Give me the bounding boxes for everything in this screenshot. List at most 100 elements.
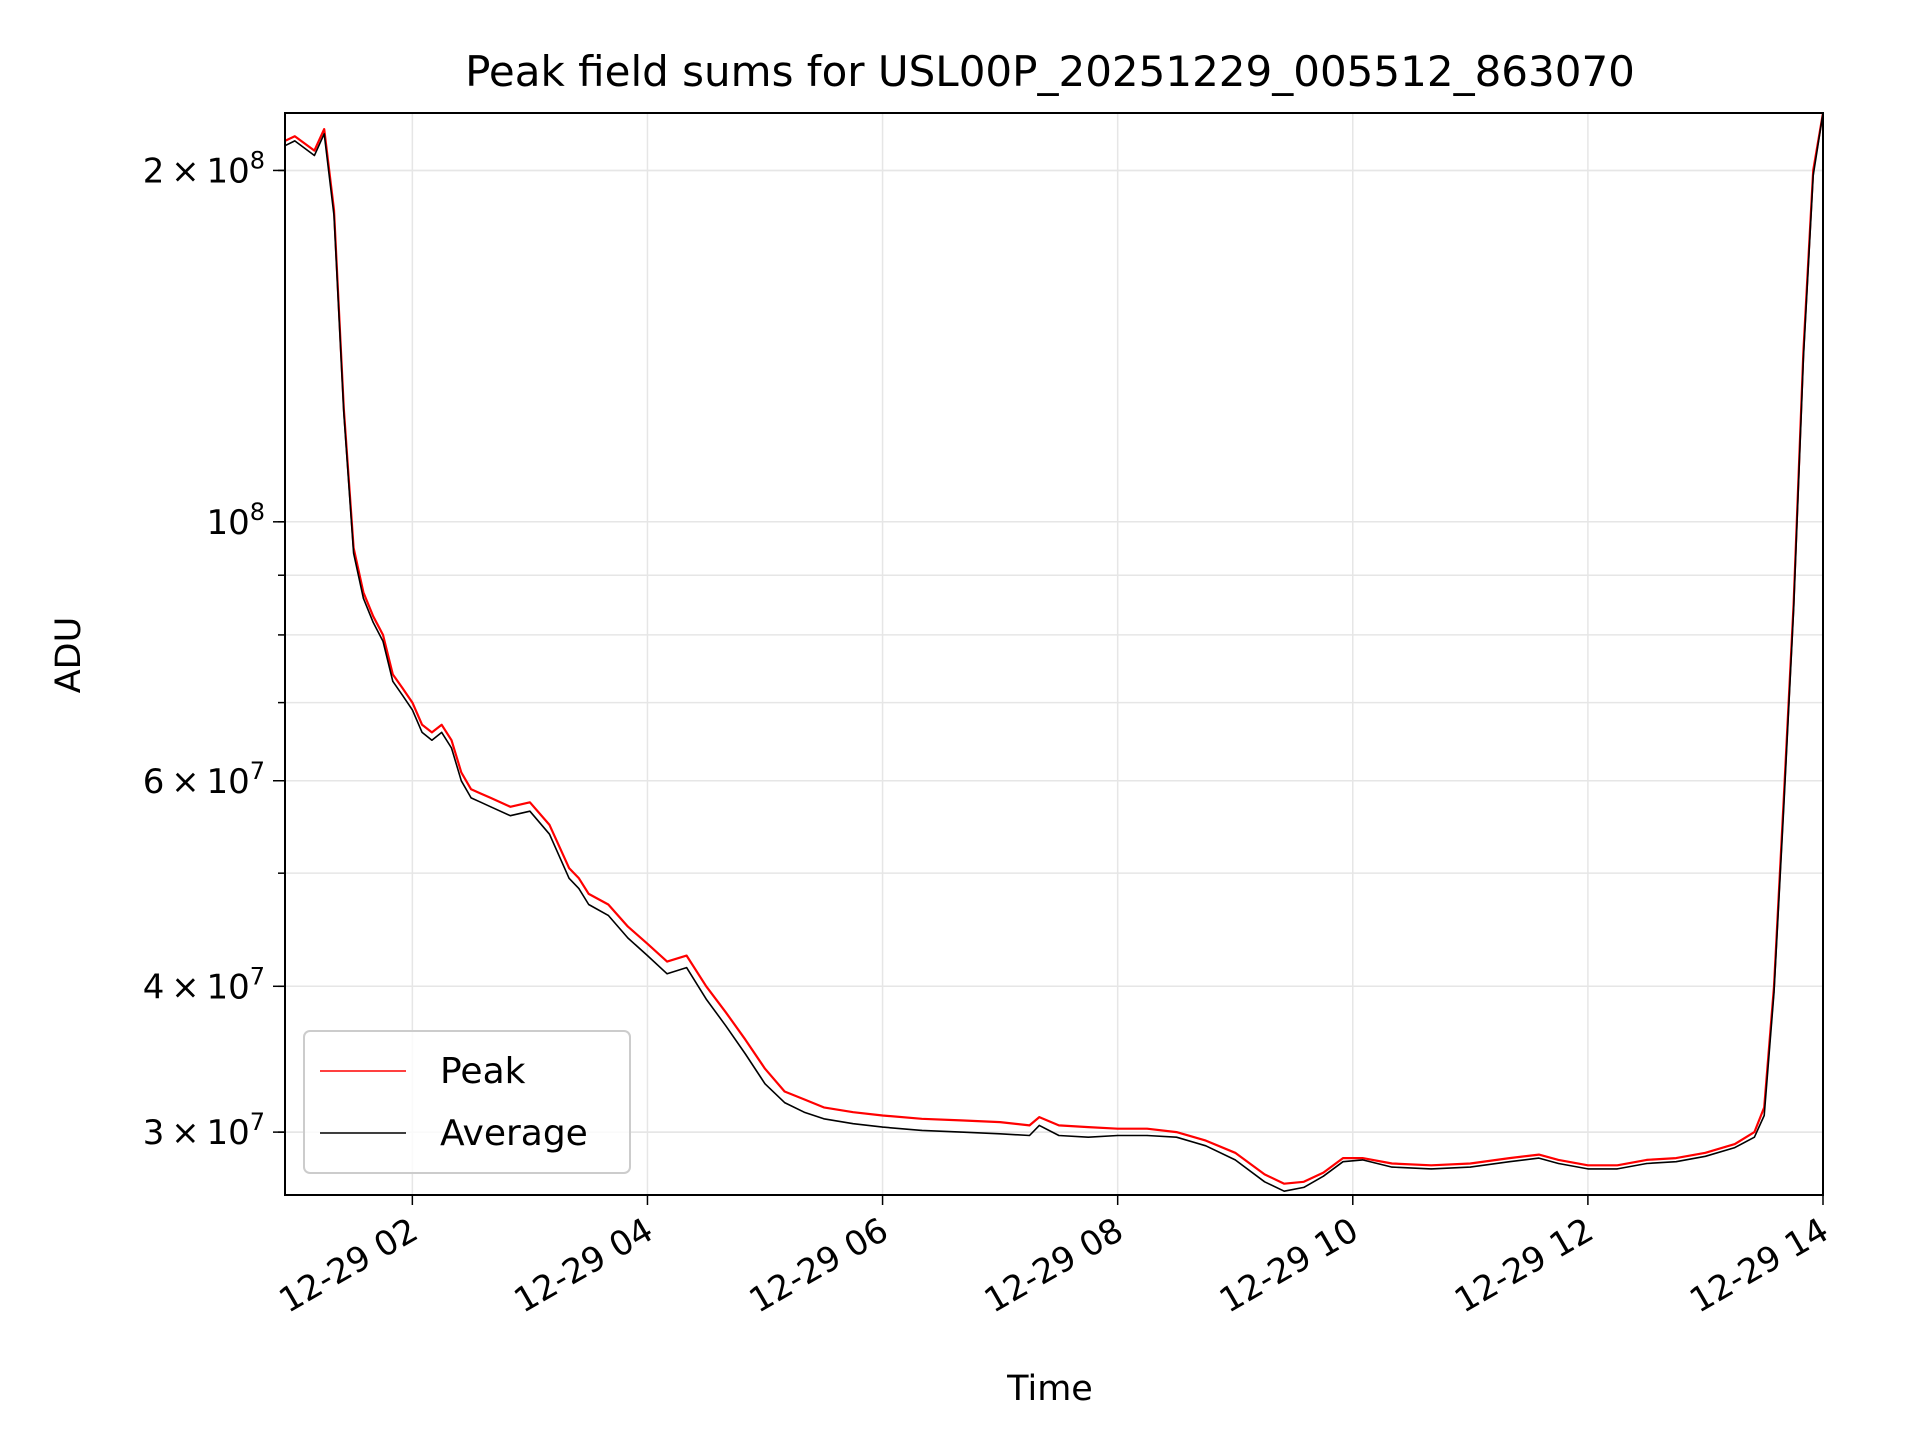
data-point-peak [294,135,296,137]
y-tick-label: 6 × 107 [143,757,265,802]
x-axis-title: Time [1006,1369,1093,1409]
data-point-peak [323,128,325,130]
data-point-peak [1753,1131,1755,1133]
data-point-peak [960,1119,962,1121]
data-point-average [1538,1157,1540,1159]
data-point-average [1430,1168,1432,1170]
data-point-average [568,877,570,879]
data-point-average [1753,1136,1755,1138]
data-point-average [323,133,325,135]
data-point-peak [362,591,364,594]
data-point-peak [1205,1140,1207,1142]
data-point-average [1812,174,1814,177]
data-point-peak [666,961,668,963]
data-point-average [921,1129,923,1131]
data-point-peak [882,1114,884,1117]
data-point-peak [529,801,531,803]
data-point-average [1283,1190,1285,1192]
data-point-average [852,1123,854,1125]
data-point-average [1234,1159,1236,1161]
data-point-peak [1175,1131,1178,1133]
data-point-average [588,903,590,906]
data-point-peak [725,1011,727,1013]
data-point-peak [411,702,413,704]
data-point-average [1587,1168,1589,1170]
data-point-peak [1587,1164,1589,1166]
data-point-average [1058,1134,1060,1137]
data-point-average [431,739,433,741]
data-point-average [960,1131,962,1133]
data-point-average [686,967,688,969]
data-point-peak [803,1098,805,1100]
data-point-average [382,640,384,642]
data-point-peak [480,793,482,795]
data-point-average [1322,1175,1324,1177]
data-point-average [509,815,511,817]
data-point-peak [686,955,688,957]
legend: Peak Average [303,1030,631,1174]
data-point-peak [578,877,580,879]
data-point-peak [1038,1116,1040,1118]
data-point-average [823,1118,825,1120]
data-point-average [1734,1147,1736,1149]
data-point-peak [1646,1159,1648,1161]
data-point-average [744,1053,747,1055]
data-point-peak [392,673,394,676]
data-point-average [450,747,453,749]
data-point-peak [1322,1172,1324,1174]
data-point-average [1391,1166,1393,1168]
data-point-peak [372,615,374,617]
data-point-average [1038,1124,1040,1126]
chart-title: Peak field sums for USL00P_20251229_0055… [465,47,1635,96]
data-point-peak [1146,1128,1148,1130]
data-point-average [1646,1162,1648,1165]
y-tick-label: 108 [206,498,265,543]
data-point-average [1508,1161,1511,1163]
data-point-peak [705,985,707,987]
data-point-average [725,1025,727,1027]
data-point-average [607,914,609,917]
data-point-peak [744,1039,747,1041]
data-point-peak [1117,1128,1119,1130]
data-point-peak [568,867,570,869]
data-point-average [1087,1136,1089,1138]
data-point-peak [1362,1157,1364,1159]
data-point-average [578,888,580,890]
data-point-peak [1234,1152,1236,1154]
data-point-peak [999,1121,1001,1123]
data-point-average [1205,1145,1207,1147]
data-point-average [1557,1162,1560,1165]
data-point-peak [460,771,462,774]
data-point-average [627,937,629,939]
data-point-average [1117,1134,1119,1137]
data-point-peak [823,1106,825,1108]
data-point-average [1793,609,1795,611]
data-point-peak [1704,1152,1706,1154]
y-tick-label: 2 × 108 [143,146,265,191]
data-point-peak [1283,1183,1285,1185]
data-point-average [1783,806,1785,808]
data-point-average [764,1083,766,1085]
y-tick-label: 3 × 107 [143,1108,265,1153]
data-point-peak [1508,1157,1511,1159]
data-point-average [480,801,482,803]
data-point-average [529,810,531,812]
data-point-peak [470,788,472,790]
data-point-average [784,1102,786,1104]
data-point-peak [421,724,423,726]
plot-frame [284,112,1824,1196]
data-point-peak [431,731,433,734]
data-point-peak [1469,1162,1471,1165]
data-point-average [1175,1136,1178,1138]
data-point-peak [509,806,511,808]
data-point-average [705,998,707,1000]
plot-series [284,112,1825,1192]
data-point-peak [764,1068,766,1070]
data-point-peak [450,739,453,741]
data-point-peak [607,903,609,906]
data-point-average [362,597,364,599]
data-point-average [1342,1161,1344,1163]
data-point-peak [548,824,551,826]
